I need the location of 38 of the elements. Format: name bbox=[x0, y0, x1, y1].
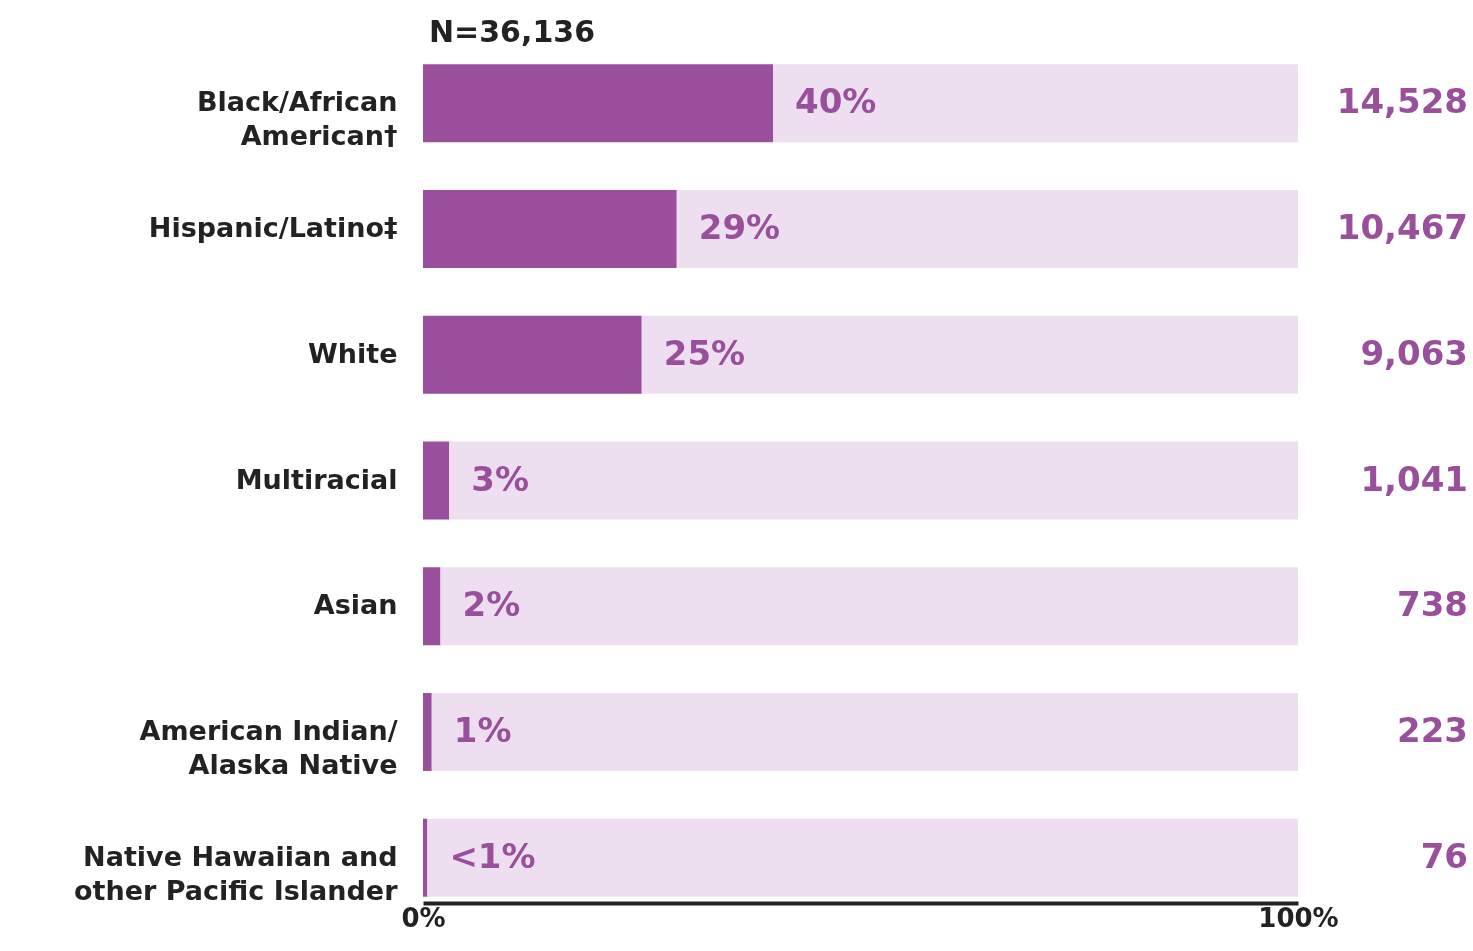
bar bbox=[641, 315, 1298, 394]
data-label: 25% bbox=[663, 332, 746, 373]
text: 738 bbox=[1397, 584, 1468, 625]
y-tick-label: White bbox=[308, 337, 398, 369]
bar bbox=[423, 64, 773, 143]
bar bbox=[423, 818, 428, 897]
bar bbox=[423, 693, 432, 771]
bar bbox=[440, 567, 1298, 646]
y-tick-label: Native Hawaiian and other Pacific Islander bbox=[74, 840, 399, 906]
text: 9,063 bbox=[1360, 332, 1468, 373]
bar bbox=[773, 64, 1298, 143]
bar bbox=[423, 567, 441, 646]
text: 76 bbox=[1420, 835, 1468, 876]
chart-title: N=36,136 bbox=[429, 14, 596, 49]
bar bbox=[449, 441, 1298, 520]
bar bbox=[427, 818, 1298, 897]
data-label: 40% bbox=[795, 81, 877, 122]
y-tick-label: Black/African American† bbox=[196, 86, 398, 152]
bar bbox=[423, 190, 677, 268]
y-tick-label: American Indian/Alaska Native bbox=[139, 714, 398, 780]
x-tick-label: 100% bbox=[1258, 902, 1339, 933]
y-tick-label: Hispanic/Latino‡ bbox=[148, 212, 398, 244]
y-tick-label: Multiracial bbox=[235, 463, 398, 495]
text: 10,467 bbox=[1336, 207, 1468, 248]
text: 14,528 bbox=[1336, 81, 1468, 122]
bar bbox=[431, 693, 1298, 771]
data-label: <1% bbox=[449, 835, 536, 876]
y-tick-label: Asian bbox=[313, 589, 398, 621]
data-label: 3% bbox=[471, 458, 529, 499]
data-label: 2% bbox=[462, 584, 521, 625]
bar bbox=[423, 315, 642, 394]
bar bbox=[676, 190, 1298, 268]
data-label: 29% bbox=[698, 207, 781, 248]
text: 223 bbox=[1397, 709, 1468, 750]
x-tick-label: 0% bbox=[401, 902, 446, 933]
bar bbox=[423, 441, 450, 520]
data-label: 1% bbox=[453, 709, 512, 750]
text: 1,041 bbox=[1360, 458, 1468, 499]
